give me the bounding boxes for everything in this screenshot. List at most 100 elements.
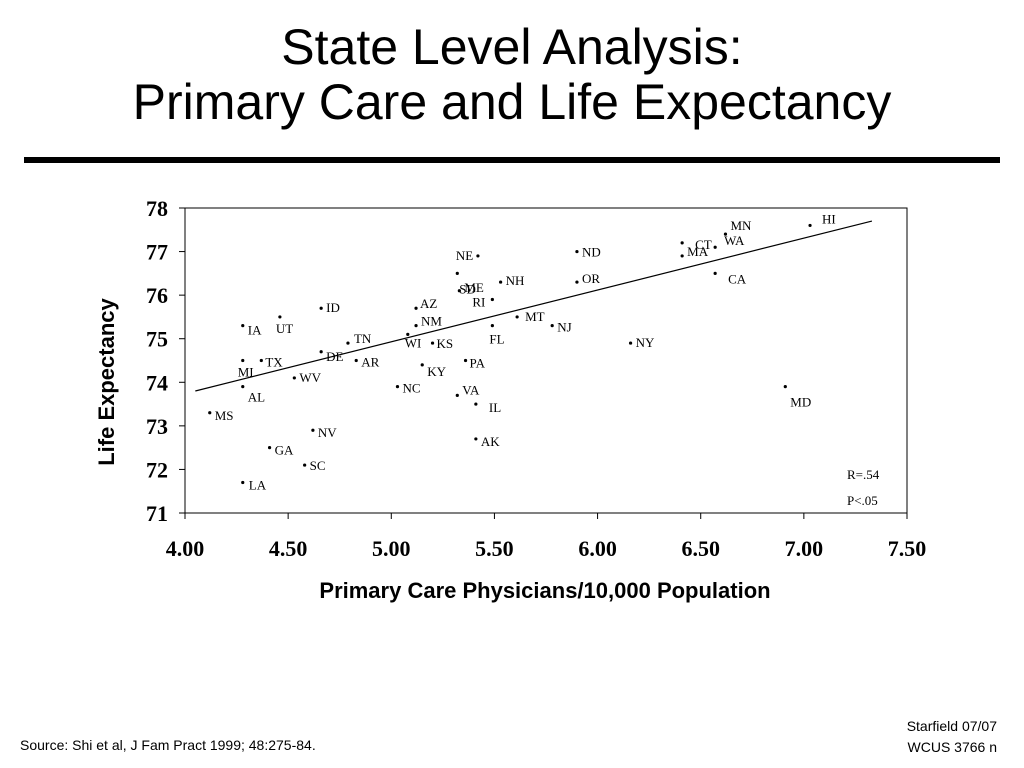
data-point-al bbox=[241, 385, 245, 389]
point-label-ut: UT bbox=[276, 321, 293, 336]
point-label-me: ME bbox=[464, 280, 484, 295]
point-label-ca: CA bbox=[728, 271, 747, 286]
data-point-tx bbox=[259, 358, 263, 363]
data-point-il bbox=[474, 402, 478, 406]
data-point-az bbox=[414, 306, 418, 310]
data-point-ky bbox=[420, 363, 424, 367]
data-point-ms bbox=[208, 411, 212, 415]
point-label-nj: NJ bbox=[557, 320, 571, 335]
point-label-ct: CT bbox=[695, 237, 712, 252]
point-label-ky: KY bbox=[427, 364, 446, 379]
point-label-ks: KS bbox=[437, 336, 454, 351]
y-tick-label: 74 bbox=[146, 370, 168, 395]
x-tick-label: 5.00 bbox=[372, 536, 411, 561]
x-tick-label: 5.50 bbox=[475, 536, 514, 561]
data-point-de bbox=[319, 350, 323, 354]
data-point-pa bbox=[463, 358, 468, 363]
data-point-or bbox=[575, 280, 579, 284]
title-divider bbox=[24, 157, 1000, 163]
point-label-ri: RI bbox=[472, 295, 485, 310]
point-label-ny: NY bbox=[636, 335, 655, 350]
point-label-mn: MN bbox=[730, 218, 752, 233]
credit-block: Starfield 07/07 WCUS 3766 n bbox=[907, 716, 997, 758]
x-tick-label: 4.00 bbox=[166, 536, 205, 561]
point-label-pa: PA bbox=[470, 356, 486, 371]
credit-line-1: Starfield 07/07 bbox=[906, 718, 997, 734]
point-label-nm: NM bbox=[421, 314, 442, 329]
data-point-nh bbox=[499, 280, 503, 284]
point-label-il: IL bbox=[489, 400, 501, 415]
point-label-nc: NC bbox=[402, 381, 420, 396]
point-label-or: OR bbox=[582, 271, 600, 286]
point-label-mi: MI bbox=[238, 365, 254, 380]
point-label-ms: MS bbox=[215, 408, 234, 423]
point-label-nh: NH bbox=[506, 273, 525, 288]
x-tick-label: 7.00 bbox=[785, 536, 824, 561]
data-point-ri bbox=[490, 297, 494, 302]
point-label-ar: AR bbox=[361, 355, 379, 370]
y-tick-label: 76 bbox=[146, 283, 168, 308]
point-label-la: LA bbox=[249, 478, 267, 493]
y-tick-label: 72 bbox=[146, 457, 168, 482]
data-point-fl bbox=[490, 324, 494, 328]
point-label-fl: FL bbox=[489, 332, 504, 347]
slide-title: State Level Analysis: Primary Care and L… bbox=[0, 20, 1024, 130]
data-point-ut bbox=[278, 315, 282, 319]
point-label-az: AZ bbox=[420, 296, 437, 311]
x-axis-title: Primary Care Physicians/10,000 Populatio… bbox=[319, 578, 771, 603]
data-point-tn bbox=[346, 341, 350, 345]
data-point-nm bbox=[414, 324, 418, 328]
point-label-tn: TN bbox=[354, 331, 372, 346]
data-point-ak bbox=[474, 437, 478, 441]
point-label-md: MD bbox=[790, 395, 811, 410]
data-point-la bbox=[241, 480, 245, 485]
point-label-sd: SD bbox=[459, 281, 476, 296]
data-point-mn bbox=[723, 232, 728, 236]
slide-title-line2: Primary Care and Life Expectancy bbox=[132, 74, 892, 130]
credit-line-2: WCUS 3766 n bbox=[907, 739, 997, 755]
source-citation: Source: Shi et al, J Fam Pract 1999; 48:… bbox=[20, 737, 316, 753]
point-label-al: AL bbox=[248, 390, 265, 405]
data-point-sc bbox=[303, 463, 307, 467]
data-point-ny bbox=[628, 341, 633, 345]
data-point-ca bbox=[713, 271, 717, 275]
point-label-ma: MA bbox=[687, 244, 709, 259]
point-label-id: ID bbox=[326, 300, 340, 315]
x-tick-label: 6.00 bbox=[578, 536, 617, 561]
point-label-nd: ND bbox=[582, 245, 601, 260]
y-tick-label: 78 bbox=[146, 196, 168, 221]
data-point-va bbox=[455, 393, 459, 397]
y-tick-label: 75 bbox=[146, 327, 168, 352]
data-point-ks bbox=[430, 341, 435, 345]
data-point-mt bbox=[515, 315, 519, 319]
data-point-wi bbox=[406, 332, 410, 336]
data-point-nd bbox=[575, 249, 579, 254]
point-label-mt: MT bbox=[525, 309, 545, 324]
point-label-hi: HI bbox=[822, 211, 836, 226]
point-label-nv: NV bbox=[318, 425, 337, 440]
data-point-ma bbox=[680, 254, 684, 258]
point-label-tx: TX bbox=[265, 355, 283, 370]
point-label-ia: IA bbox=[248, 323, 262, 338]
r-value-annotation: R=.54 bbox=[847, 467, 880, 482]
point-label-ne: NE bbox=[456, 248, 473, 263]
y-tick-label: 73 bbox=[146, 414, 168, 439]
p-value-annotation: P<.05 bbox=[847, 493, 878, 508]
data-point-md bbox=[783, 385, 787, 389]
x-tick-label: 6.50 bbox=[681, 536, 720, 561]
data-point-id bbox=[319, 306, 323, 310]
data-point-hi bbox=[808, 223, 812, 228]
data-point-ia bbox=[241, 324, 245, 328]
x-tick-label: 4.50 bbox=[269, 536, 308, 561]
data-point-wv bbox=[292, 376, 296, 380]
data-point-nj bbox=[550, 324, 554, 328]
trend-line bbox=[195, 220, 873, 392]
plot-frame bbox=[184, 207, 908, 514]
data-point-ct bbox=[680, 241, 684, 245]
data-point-me bbox=[457, 289, 461, 293]
data-point-nc bbox=[395, 385, 400, 389]
point-label-sc: SC bbox=[310, 458, 326, 473]
data-point-ar bbox=[354, 358, 358, 363]
y-tick-label: 77 bbox=[146, 240, 168, 265]
